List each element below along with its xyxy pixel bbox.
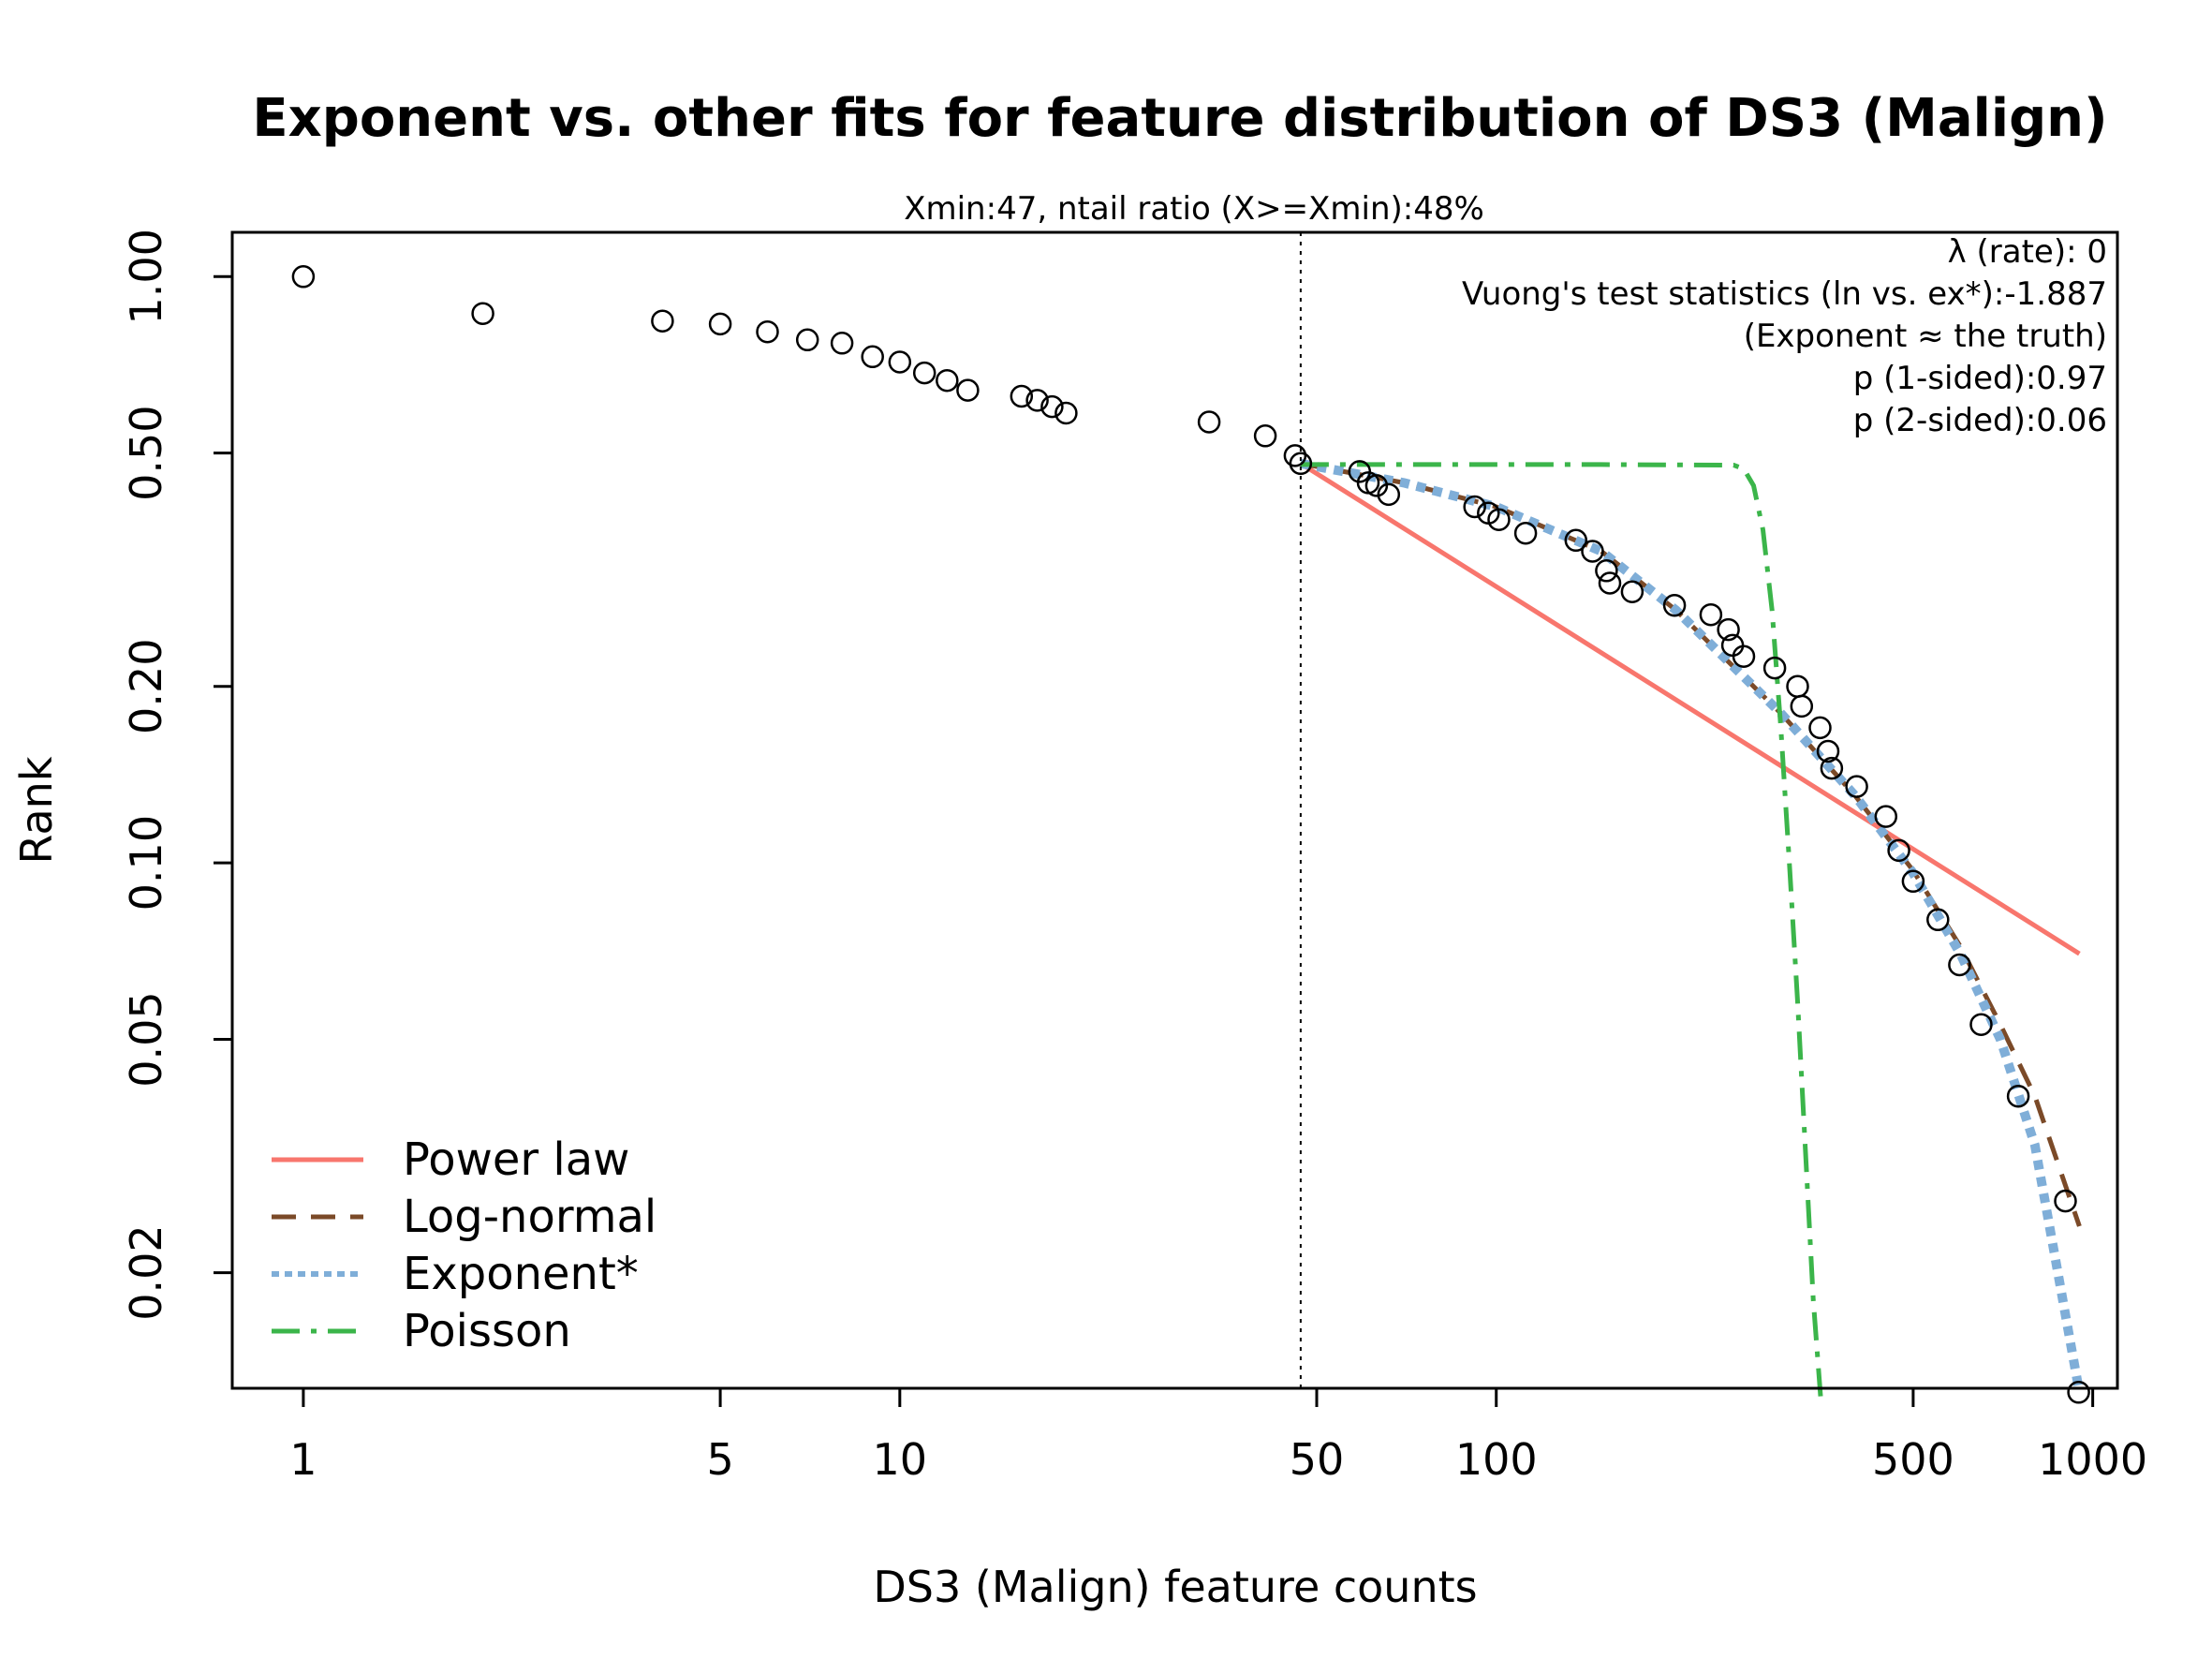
data-point (1926, 908, 1950, 932)
data-point (1790, 694, 1814, 718)
data-point (1762, 656, 1787, 680)
stats-annotation-line: p (1-sided):0.97 (1853, 360, 2107, 397)
data-point (1598, 571, 1622, 595)
x-tick-label: 50 (1290, 1434, 1345, 1485)
data-point (1010, 384, 1034, 408)
data-point (1901, 869, 1925, 894)
data-point (1717, 617, 1740, 642)
data-point (1197, 410, 1221, 434)
legend-label: Exponent* (403, 1248, 639, 1300)
data-point (1732, 644, 1756, 668)
chart-title: Exponent vs. other fits for feature dist… (252, 88, 2107, 149)
data-point (912, 361, 936, 385)
fit-line-poisson (1300, 462, 1823, 1400)
x-tick-label: 1000 (2038, 1434, 2147, 1485)
fit-line-power-law (1299, 461, 2081, 956)
data-point (291, 265, 316, 289)
data-point (795, 328, 819, 352)
data-point (1581, 540, 1604, 563)
data-point (1564, 528, 1588, 553)
stats-annotation-line: Vuong's test statistics (ln vs. ex*):-1.… (1462, 275, 2107, 313)
data-point (651, 309, 674, 333)
data-point (1253, 424, 1277, 448)
data-point (1808, 716, 1832, 740)
data-point (2006, 1084, 2030, 1108)
data-point (861, 345, 884, 369)
x-tick-label: 100 (1455, 1434, 1538, 1485)
data-point (1487, 508, 1511, 531)
y-tick-label: 1.00 (121, 229, 171, 324)
data-point (830, 332, 854, 355)
stats-annotations: λ (rate): 0 Vuong's test statistics (ln v… (1462, 233, 2107, 439)
data-point (1845, 775, 1868, 798)
stats-annotation-line: (Exponent ≈ the truth) (1744, 318, 2107, 355)
y-axis: 1.00 0.50 0.20 0.10 0.05 0.02 (121, 229, 234, 1321)
data-point (471, 302, 494, 325)
data-point (1054, 401, 1078, 425)
data-point (1463, 495, 1486, 519)
y-tick-label: 0.10 (121, 815, 171, 911)
data-point (1364, 474, 1389, 497)
data-points (291, 265, 2090, 1404)
x-axis: 1 5 10 50 100 500 1000 (289, 1386, 2147, 1485)
legend-label: Log-normal (403, 1191, 656, 1243)
chart-subtitle: Xmin:47, ntail ratio (X>=Xmin):48% (904, 190, 1484, 228)
x-tick-label: 1 (289, 1434, 317, 1485)
data-point (1969, 1013, 1993, 1036)
data-point (1948, 953, 1971, 977)
data-point (2054, 1189, 2077, 1213)
data-point (1289, 452, 1313, 476)
x-tick-label: 500 (1872, 1434, 1954, 1485)
y-axis-label: Rank (11, 756, 62, 864)
data-point (708, 312, 732, 336)
data-point (1887, 838, 1910, 863)
y-tick-label: 0.20 (121, 639, 171, 734)
y-tick-label: 0.50 (121, 405, 171, 500)
data-point (756, 319, 779, 344)
data-point (956, 378, 980, 402)
legend-label: Poisson (403, 1305, 571, 1357)
x-tick-label: 10 (873, 1434, 928, 1485)
data-point (1874, 805, 1898, 828)
stats-annotation-line: p (2-sided):0.06 (1853, 402, 2107, 439)
legend-box (232, 1101, 696, 1391)
data-point (1699, 602, 1723, 627)
data-point (888, 350, 912, 374)
x-tick-label: 5 (706, 1434, 733, 1485)
x-axis-label: DS3 (Malign) feature counts (873, 1562, 1477, 1612)
data-point (1025, 389, 1049, 412)
data-point (1620, 580, 1644, 603)
data-point (1816, 739, 1840, 763)
data-point (1377, 482, 1401, 507)
data-point (1040, 394, 1064, 419)
data-point (1662, 593, 1687, 617)
data-point (2067, 1381, 2090, 1404)
data-point (1595, 559, 1618, 583)
stats-annotation-line: λ (rate): 0 (1948, 233, 2107, 271)
data-point (936, 368, 959, 393)
data-point (1820, 756, 1844, 780)
y-tick-label: 0.02 (121, 1224, 171, 1320)
y-tick-label: 0.05 (121, 991, 171, 1087)
legend-label: Power law (403, 1133, 629, 1186)
data-point (1513, 521, 1538, 545)
